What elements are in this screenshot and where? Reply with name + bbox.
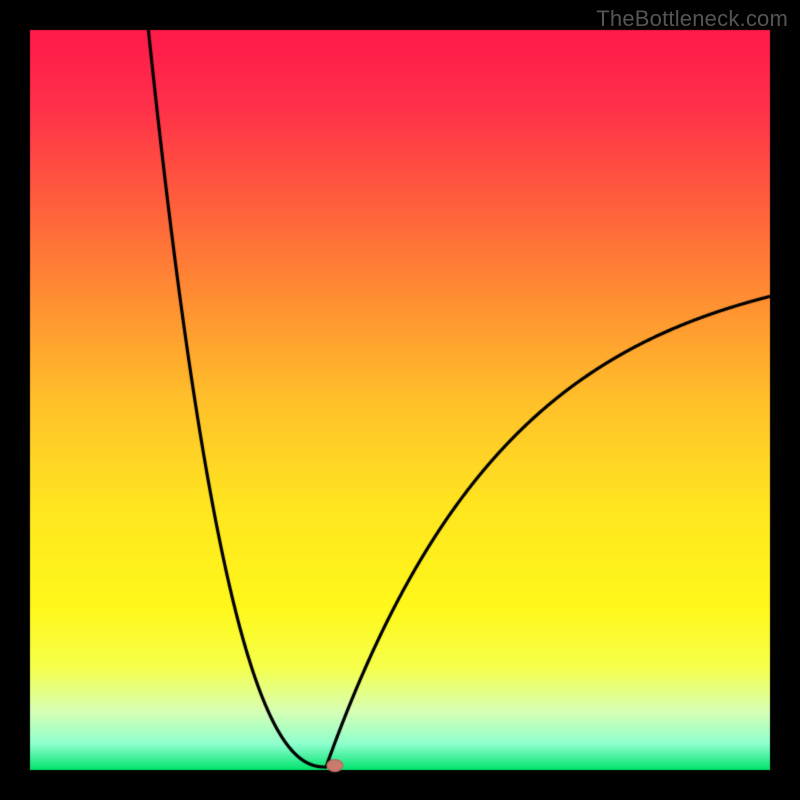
bottleneck-chart [0, 0, 800, 800]
